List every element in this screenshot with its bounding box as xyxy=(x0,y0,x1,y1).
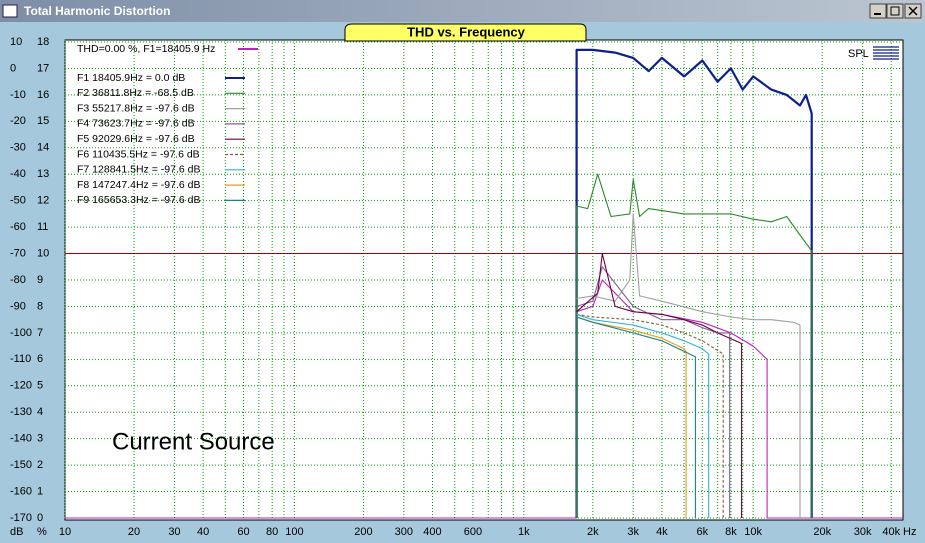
y2-axis-label: % xyxy=(37,526,47,538)
x-tick-label: 400 xyxy=(423,526,441,538)
x-tick-label: 10k xyxy=(744,526,762,538)
legend-label: F8 147247.4Hz = -97.6 dB xyxy=(77,179,200,191)
plot-area xyxy=(64,39,904,521)
y2-tick-label: 13 xyxy=(37,168,49,180)
y-tick-label: -50 xyxy=(10,195,26,207)
series-line xyxy=(576,173,813,518)
legend-label: F7 128841.5Hz = -97.6 dB xyxy=(77,164,200,176)
x-tick-label: 30 xyxy=(168,526,180,538)
y2-tick-label: 17 xyxy=(37,62,49,74)
x-tick-label: 80 xyxy=(266,526,278,538)
y2-tick-label: 14 xyxy=(37,142,49,154)
title-bar xyxy=(0,0,925,22)
y-tick-label: -70 xyxy=(10,247,26,259)
data-lines xyxy=(65,48,903,519)
y-tick-label: -10 xyxy=(10,89,26,101)
y-tick-label: -140 xyxy=(10,433,32,445)
x-tick-label: 20 xyxy=(128,526,140,538)
y2-tick-label: 16 xyxy=(37,89,49,101)
y2-tick-label: 0 xyxy=(37,512,43,524)
y2-tick-label: 6 xyxy=(37,353,43,365)
y2-tick-label: 8 xyxy=(37,300,43,312)
y2-tick-label: 1 xyxy=(37,485,43,497)
x-tick-label: 20k xyxy=(813,526,831,538)
y-tick-label: -20 xyxy=(10,115,26,127)
x-tick-label: 4k xyxy=(656,526,668,538)
y-tick-label: 10 xyxy=(10,36,22,48)
y-tick-label: -160 xyxy=(10,485,32,497)
maximize-icon xyxy=(890,6,900,16)
series-line xyxy=(576,253,743,518)
series-line xyxy=(575,48,813,518)
legend-label: F5 92029.6Hz = -97.6 dB xyxy=(77,133,195,145)
x-tick-label: 10 xyxy=(59,526,71,538)
app-icon xyxy=(2,4,18,18)
y-tick-label: -170 xyxy=(10,512,32,524)
x-tick-label: 200 xyxy=(354,526,372,538)
y2-tick-label: 7 xyxy=(37,327,43,339)
y2-tick-label: 12 xyxy=(37,195,49,207)
y-tick-label: -100 xyxy=(10,327,32,339)
grid xyxy=(64,40,903,520)
x-tick-label: 40 xyxy=(197,526,209,538)
spl-label: SPL xyxy=(848,48,869,60)
series-line xyxy=(576,313,710,518)
x-tick-label: 600 xyxy=(464,526,482,538)
y-tick-label: -30 xyxy=(10,142,26,154)
y2-tick-label: 15 xyxy=(37,115,49,127)
x-tick-label: 100 xyxy=(285,526,303,538)
x-tick-label: 3k xyxy=(627,526,639,538)
close-icon xyxy=(908,6,918,16)
annotation: Current Source xyxy=(112,428,275,455)
x-tick-label: 300 xyxy=(395,526,413,538)
x-tick-label: 2k xyxy=(587,526,599,538)
series-line xyxy=(576,313,724,518)
y2-tick-label: 4 xyxy=(37,406,43,418)
y-tick-label: -40 xyxy=(10,168,26,180)
x-tick-label: 1k xyxy=(518,526,530,538)
y-tick-label: -60 xyxy=(10,221,26,233)
legend-label: F4 73623.7Hz = -97.6 dB xyxy=(77,118,195,130)
y-tick-label: -90 xyxy=(10,300,26,312)
y2-tick-label: 18 xyxy=(37,36,49,48)
y2-tick-label: 5 xyxy=(37,380,43,392)
y-tick-label: 0 xyxy=(10,62,16,74)
y-tick-label: -80 xyxy=(10,274,26,286)
chart-title-tab xyxy=(344,23,587,42)
x-tick-label: 30k xyxy=(854,526,872,538)
legend-label: F9 165653.3Hz = -97.6 dB xyxy=(77,194,200,206)
y-tick-label: -130 xyxy=(10,406,32,418)
y2-tick-label: 3 xyxy=(37,433,43,445)
series-line xyxy=(576,316,696,518)
y-tick-label: -110 xyxy=(10,353,31,365)
y-tick-label: -120 xyxy=(10,380,32,392)
window-title: Total Harmonic Distortion xyxy=(24,4,170,18)
legend-label: F3 55217.8Hz = -97.6 dB xyxy=(77,102,195,114)
legend-label: F1 18405.9Hz = 0.0 dB xyxy=(77,72,185,84)
y2-tick-label: 2 xyxy=(37,459,43,471)
minimize-button[interactable] xyxy=(869,3,887,19)
chart-title: THD vs. Frequency xyxy=(407,24,526,39)
x-tick-label: 6k xyxy=(696,526,708,538)
y2-tick-label: 10 xyxy=(37,247,49,259)
x-tick-label: 60 xyxy=(237,526,249,538)
y-tick-label: -150 xyxy=(10,459,32,471)
x-tick-label: 40k xyxy=(882,526,900,538)
window-buttons xyxy=(869,3,922,19)
legend-label: F6 110435.5Hz = -97.6 dB xyxy=(77,148,200,160)
legend-label: THD=0.00 %, F1=18405.9 Hz xyxy=(77,43,215,55)
spl-icon xyxy=(873,46,899,60)
y-axis-label: dB xyxy=(10,526,23,538)
series-line xyxy=(576,266,731,518)
x-axis-label: Hz xyxy=(903,526,916,538)
legend-label: F2 36811.8Hz = -68.5 dB xyxy=(77,87,194,99)
maximize-button[interactable] xyxy=(886,3,904,19)
x-tick-label: 8k xyxy=(725,526,737,538)
y2-tick-label: 11 xyxy=(37,221,48,233)
y2-tick-label: 9 xyxy=(37,274,43,286)
series-line xyxy=(576,213,801,518)
